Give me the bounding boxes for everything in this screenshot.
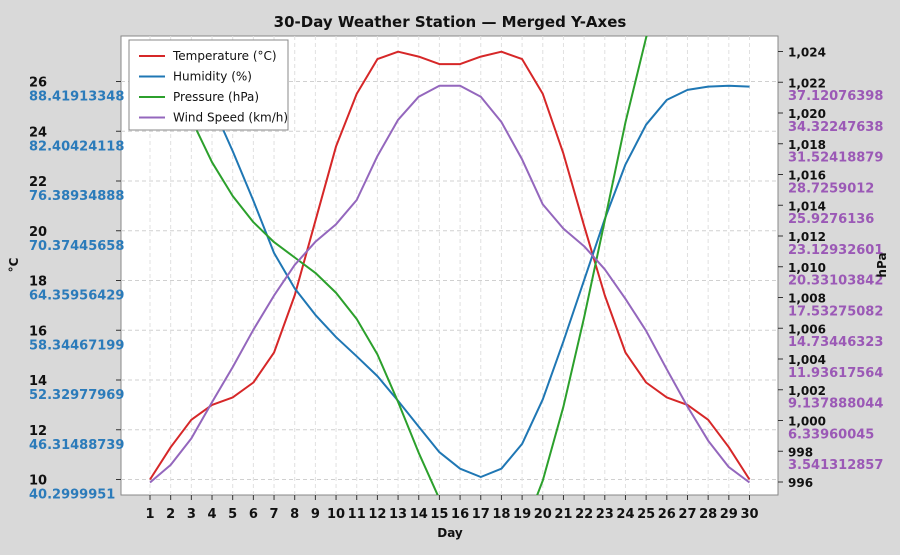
x-tick-label: 14 xyxy=(410,507,428,522)
temperature-tick-label: 12 xyxy=(29,424,47,439)
wind-tick-label: 9.137888044 xyxy=(788,397,883,412)
temperature-tick-label: 22 xyxy=(29,175,47,190)
x-tick-label: 16 xyxy=(451,507,469,522)
x-tick-label: 27 xyxy=(678,507,696,522)
y-axis-label-left: °C xyxy=(7,257,21,272)
series-line-0 xyxy=(149,50,751,481)
humidity-tick-label: 46.31488739 xyxy=(29,438,124,453)
wind-tick-label: 34.32247638 xyxy=(788,120,883,135)
wind-tick-label: 6.33960045 xyxy=(788,427,874,442)
x-tick-label: 11 xyxy=(348,507,366,522)
series-lines xyxy=(149,36,751,495)
legend-entry: Temperature (°C) xyxy=(172,49,277,63)
pressure-tick-label: 1,014 xyxy=(788,199,826,213)
legend: Temperature (°C) Humidity (%) Pressure (hP… xyxy=(128,39,289,131)
pressure-tick-label: 1,006 xyxy=(788,322,826,336)
wind-tick-label: 17.53275082 xyxy=(788,304,883,319)
x-tick-label: 17 xyxy=(472,507,490,522)
x-tick-label: 19 xyxy=(513,507,531,522)
x-tick-label: 4 xyxy=(207,507,216,522)
pressure-tick-label: 1,018 xyxy=(788,138,826,152)
x-tick-label: 8 xyxy=(290,507,299,522)
x-tick-label: 1 xyxy=(145,507,154,522)
temperature-tick-label: 24 xyxy=(29,125,47,140)
humidity-tick-label: 88.41913348 xyxy=(29,90,124,105)
wind-tick-label: 31.52418879 xyxy=(788,151,883,166)
temperature-tick-label: 20 xyxy=(29,225,47,240)
wind-tick-label: 11.93617564 xyxy=(788,366,883,381)
pressure-tick-label: 1,010 xyxy=(788,261,826,275)
x-tick-label: 29 xyxy=(720,507,738,522)
pressure-tick-label: 1,012 xyxy=(788,230,826,244)
x-tick-label: 18 xyxy=(492,507,510,522)
axes: 1 2 3 4 5 6 7 8 9 10 11 12 13 14 15 16 17 18 19 20 21 22 23 24 2… xyxy=(29,46,883,523)
x-tick-label: 7 xyxy=(270,507,279,522)
wind-tick-label: 23.12932601 xyxy=(788,243,883,258)
x-tick-label: 24 xyxy=(616,507,634,522)
humidity-tick-label: 40.2999951 xyxy=(29,488,115,503)
wind-tick-label: 14.73446323 xyxy=(788,335,883,350)
series-line-3 xyxy=(149,84,751,484)
x-tick-label: 9 xyxy=(311,507,320,522)
temperature-tick-label: 18 xyxy=(29,275,47,290)
pressure-tick-label: 1,000 xyxy=(788,415,826,429)
wind-tick-label: 25.9276136 xyxy=(788,212,874,227)
x-tick-label: 3 xyxy=(187,507,196,522)
x-tick-label: 28 xyxy=(699,507,717,522)
wind-tick-label: 20.33103842 xyxy=(788,274,883,289)
x-tick-label: 21 xyxy=(554,507,572,522)
pressure-tick-label: 1,008 xyxy=(788,292,826,306)
x-tick-label: 13 xyxy=(389,507,407,522)
x-tick-label: 5 xyxy=(228,507,237,522)
x-tick-label: 12 xyxy=(368,507,386,522)
humidity-tick-label: 52.32977969 xyxy=(29,388,124,403)
x-tick-label: 20 xyxy=(534,507,552,522)
x-tick-label: 22 xyxy=(575,507,593,522)
temperature-tick-label: 16 xyxy=(29,324,47,339)
series-line-2 xyxy=(190,36,648,495)
pressure-tick-label: 1,024 xyxy=(788,46,826,60)
pressure-tick-label: 1,022 xyxy=(788,76,826,90)
humidity-tick-label: 64.35956429 xyxy=(29,289,124,304)
x-tick-label: 15 xyxy=(430,507,448,522)
pressure-tick-label: 1,002 xyxy=(788,384,826,398)
temperature-tick-label: 10 xyxy=(29,474,47,489)
x-axis-label: Day xyxy=(437,526,463,540)
y-axis-label-right: hPa xyxy=(875,252,889,277)
temperature-tick-label: 26 xyxy=(29,76,47,91)
pressure-tick-label: 1,004 xyxy=(788,353,826,367)
pressure-tick-label: 998 xyxy=(788,445,813,459)
series-line-1 xyxy=(190,79,750,478)
x-tick-label: 10 xyxy=(327,507,345,522)
wind-tick-label: 3.541312857 xyxy=(788,458,883,473)
pressure-tick-label: 996 xyxy=(788,476,813,490)
pressure-tick-label: 1,020 xyxy=(788,107,826,121)
x-tick-label: 6 xyxy=(249,507,258,522)
chart-title: 30-Day Weather Station — Merged Y-Axes xyxy=(274,13,627,31)
temperature-tick-label: 14 xyxy=(29,374,47,389)
humidity-tick-label: 76.38934888 xyxy=(29,189,124,204)
legend-entry: Humidity (%) xyxy=(173,70,252,84)
wind-tick-label: 37.12076398 xyxy=(788,89,883,104)
x-tick-label: 2 xyxy=(166,507,175,522)
x-tick-label: 25 xyxy=(637,507,655,522)
wind-tick-label: 28.7259012 xyxy=(788,181,874,196)
humidity-tick-label: 82.40424118 xyxy=(29,139,124,154)
x-tick-label: 23 xyxy=(596,507,614,522)
pressure-tick-label: 1,016 xyxy=(788,169,826,183)
legend-entry: Pressure (hPa) xyxy=(173,90,259,104)
x-tick-label: 30 xyxy=(740,507,758,522)
humidity-tick-label: 58.34467199 xyxy=(29,338,124,353)
x-tick-label: 26 xyxy=(658,507,676,522)
grid-lines xyxy=(121,36,778,495)
legend-entry: Wind Speed (km/h) xyxy=(173,111,288,125)
humidity-tick-label: 70.37445658 xyxy=(29,239,124,254)
